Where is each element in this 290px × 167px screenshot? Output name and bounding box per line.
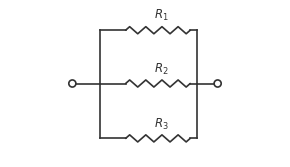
Text: $R_3$: $R_3$ [154, 117, 168, 132]
Text: $R_1$: $R_1$ [154, 8, 168, 23]
Text: $R_2$: $R_2$ [154, 62, 168, 77]
